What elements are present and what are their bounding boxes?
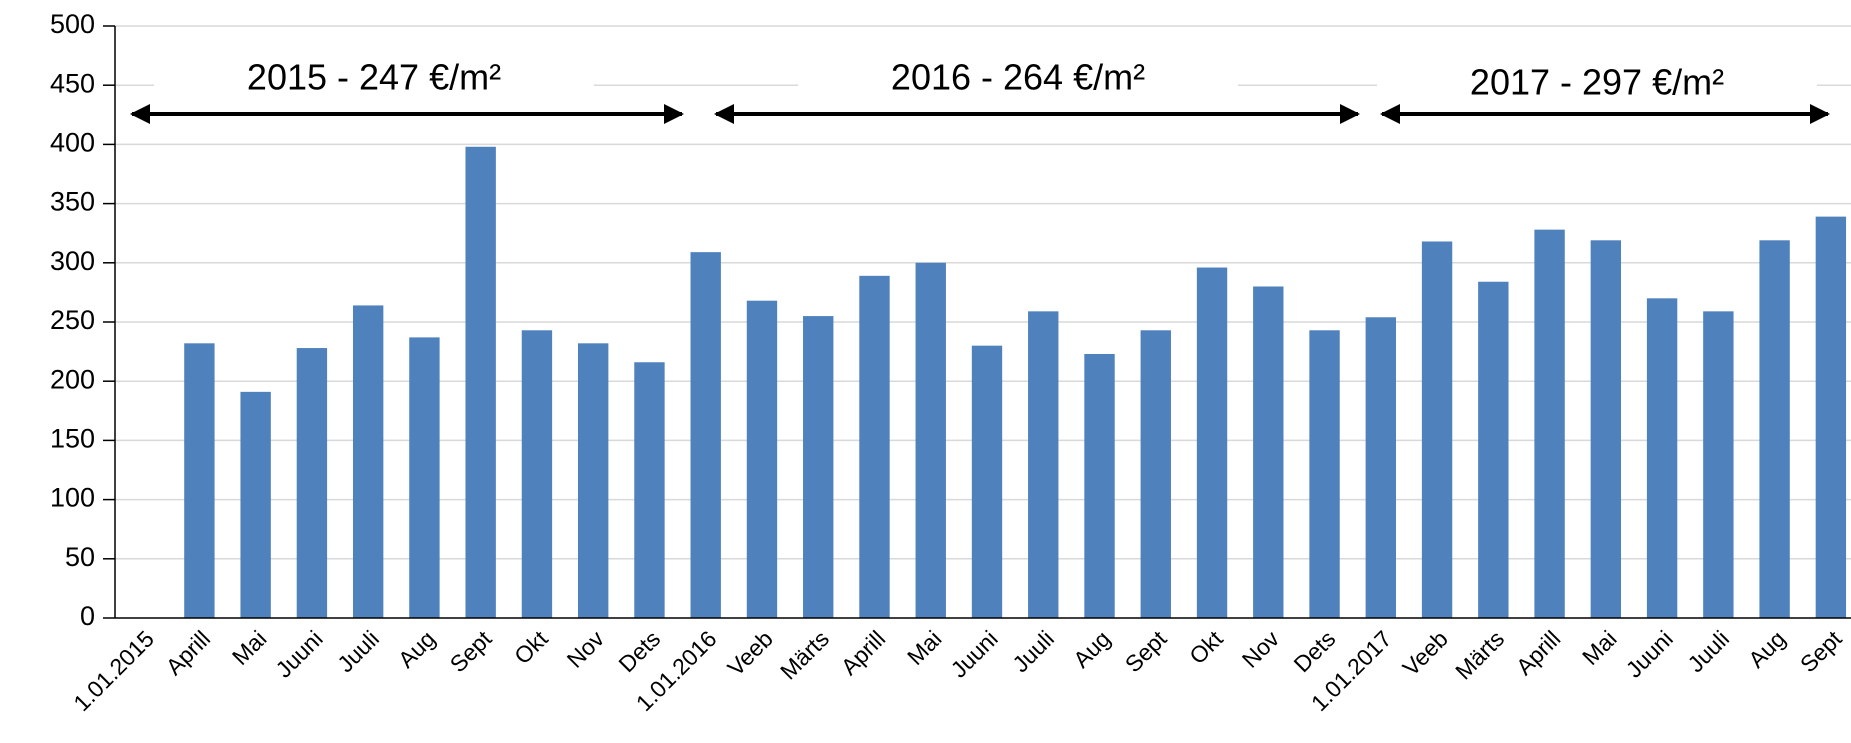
x-tick-label: Dets [1289,625,1341,677]
x-tick-label: Juuni [270,625,327,682]
bar [184,343,215,618]
y-tick-label: 250 [50,305,95,335]
x-tick-label: Juuli [1007,625,1059,677]
annotation-background [798,54,1238,104]
y-tick-label: 500 [50,9,95,39]
x-tick-label: Aprill [1511,625,1566,680]
bar [1084,353,1115,618]
bar [465,146,496,618]
bar [690,252,721,619]
x-tick-label: Dets [613,625,665,677]
bar [1478,281,1509,618]
x-tick-label: Okt [1184,625,1228,669]
x-tick-label: Aug [1068,625,1115,672]
bar [1534,229,1565,618]
x-tick-label: Veeb [722,625,777,680]
bar [1028,311,1059,618]
bars [184,146,1847,619]
bar [1759,240,1790,618]
annotation-background [1377,59,1817,109]
bar [1421,241,1453,618]
x-tick-label: Okt [509,625,553,669]
bar [859,275,890,618]
bar [1646,298,1678,618]
annotation: 2016 - 264 €/m² [891,57,1145,98]
bar [1703,311,1734,618]
bar [1590,240,1622,618]
x-tick-label: Veeb [1397,625,1452,680]
y-tick-label: 400 [50,128,95,158]
bar [521,330,553,618]
bar [634,362,665,618]
bar [1365,317,1396,618]
bar [915,262,946,618]
annotation-background [154,54,594,104]
y-tick-label: 300 [50,246,95,276]
x-tick-label: Nov [562,625,610,673]
annotations: 2015 - 247 €/m² 2016 - 264 €/m² 2017 - 297… [154,54,1817,109]
annotation: 2017 - 297 €/m² [1470,62,1724,103]
bar [578,343,609,618]
x-tick-label: Mai [1577,625,1622,670]
x-tick-label: Juuni [946,625,1003,682]
bar [1196,267,1228,618]
bar [1140,330,1171,618]
x-tick-label: Sept [445,625,497,677]
x-tick-label: Sept [1120,625,1172,677]
bar [296,348,328,618]
y-tick-label: 200 [50,364,95,394]
x-tick-label: Aug [1743,625,1790,672]
y-tick-label: 0 [80,601,95,631]
bar [352,305,384,618]
x-tick-label: Mai [902,625,947,670]
bar [1815,216,1847,618]
x-tick-label: Aprill [161,625,216,680]
x-tick-label: Nov [1237,625,1285,673]
y-tick-label: 150 [50,424,95,454]
x-tick-label: Mai [227,625,272,670]
bar [1309,330,1340,618]
x-tick-label: Aprill [836,625,891,680]
x-tick-label: Sept [1795,625,1847,677]
x-tick-label: Juuni [1621,625,1678,682]
bar [1253,286,1284,618]
y-tick-label: 450 [50,68,95,98]
bar [803,316,834,618]
x-tick-label: Juuli [332,625,384,677]
x-tick-label: 1.01.2015 [68,625,159,716]
x-tick-label: Aug [393,625,440,672]
bar [240,391,271,618]
x-tick-label: Märts [775,625,834,684]
bar [746,300,778,618]
x-tick-label: Juuli [1682,625,1734,677]
y-tick-label: 50 [65,542,95,572]
bar [409,337,440,618]
y-tick-label: 350 [50,187,95,217]
x-tick-label: Märts [1450,625,1509,684]
bar [971,345,1003,618]
y-tick-label: 100 [50,483,95,513]
annotation: 2015 - 247 €/m² [247,57,501,98]
